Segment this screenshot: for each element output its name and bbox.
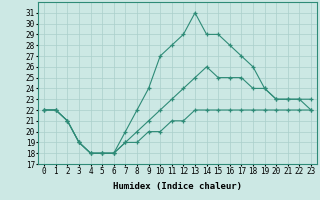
X-axis label: Humidex (Indice chaleur): Humidex (Indice chaleur) [113, 182, 242, 191]
